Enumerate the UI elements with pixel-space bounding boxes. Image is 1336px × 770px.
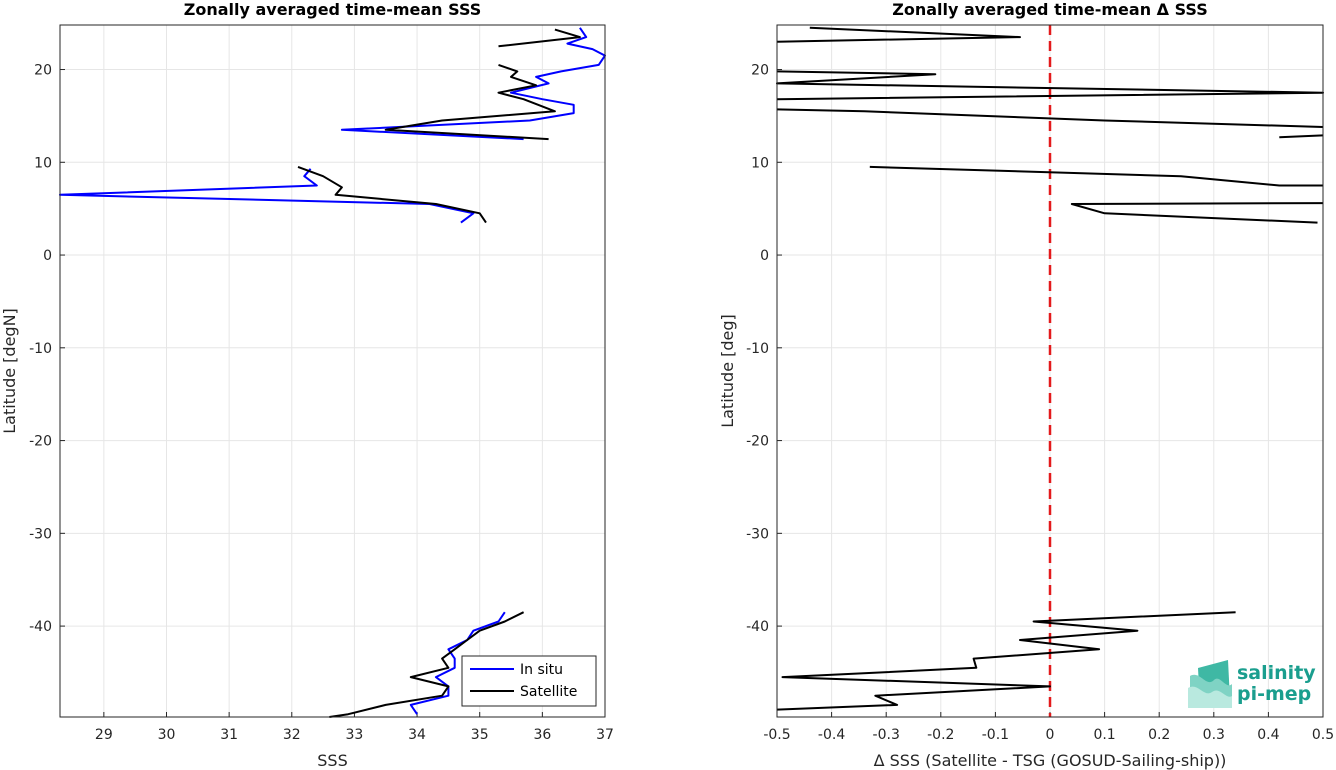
y-tick-label: -20 bbox=[746, 434, 769, 450]
x-tick-label: 37 bbox=[596, 727, 614, 743]
y-axis-label: Latitude [deg] bbox=[718, 314, 737, 428]
y-axis-label: Latitude [degN] bbox=[0, 308, 19, 434]
y-tick-label: -30 bbox=[29, 526, 52, 542]
x-tick-label: -0.5 bbox=[763, 727, 790, 743]
y-tick-label: -40 bbox=[746, 619, 769, 635]
y-tick-label: 20 bbox=[751, 63, 769, 79]
legend-box bbox=[461, 655, 597, 707]
chart-title: Zonally averaged time-mean SSS bbox=[184, 0, 482, 19]
x-tick-label: 31 bbox=[220, 727, 238, 743]
x-tick-label: 34 bbox=[408, 727, 426, 743]
x-tick-label: -0.2 bbox=[927, 727, 954, 743]
y-tick-label: 0 bbox=[760, 248, 769, 264]
legend-label-in-situ: In situ bbox=[520, 662, 563, 678]
x-tick-label: 35 bbox=[471, 727, 489, 743]
x-tick-label: 0.3 bbox=[1203, 727, 1225, 743]
y-tick-label: 0 bbox=[43, 248, 52, 264]
chart-title: Zonally averaged time-mean Δ SSS bbox=[892, 0, 1208, 19]
x-tick-label: 0.1 bbox=[1093, 727, 1115, 743]
y-tick-label: -10 bbox=[746, 341, 769, 357]
y-tick-label: 10 bbox=[751, 155, 769, 171]
logo-text-line1: salinity bbox=[1237, 662, 1316, 684]
x-tick-label: 36 bbox=[533, 727, 551, 743]
x-tick-label: -0.4 bbox=[818, 727, 845, 743]
plot-area bbox=[60, 25, 605, 717]
x-tick-label: -0.1 bbox=[982, 727, 1009, 743]
y-tick-label: -30 bbox=[746, 526, 769, 542]
series-line-in-situ-seg0 bbox=[340, 27, 606, 141]
right-chart: -0.5 -0.4 -0.3 -0.2 -0.1 0 0.1 0.2 0.3 0.4 0.5 20 10… bbox=[718, 0, 1334, 770]
x-tick-label: 30 bbox=[158, 727, 176, 743]
series-line-delta-sss-seg6 bbox=[776, 611, 1236, 711]
logo-waves-icon bbox=[1188, 660, 1232, 708]
y-tick-label: -40 bbox=[29, 619, 52, 635]
x-tick-label: 32 bbox=[283, 727, 301, 743]
series-line-satellite-seg1 bbox=[384, 63, 556, 141]
x-tick-label: -0.3 bbox=[873, 727, 900, 743]
axes-frame bbox=[776, 24, 1324, 718]
x-tick-label: 0.4 bbox=[1257, 727, 1279, 743]
y-tick-label: -10 bbox=[29, 341, 52, 357]
series-line-in-situ-seg2 bbox=[409, 611, 506, 715]
x-tick-label: 29 bbox=[95, 727, 113, 743]
x-tick-label: 0.5 bbox=[1312, 727, 1334, 743]
left-chart: 29 30 31 32 33 34 35 36 37 20 10 0 -10 -20 -30 -40 Zonal… bbox=[0, 0, 614, 770]
x-tick-label: 0.2 bbox=[1148, 727, 1170, 743]
series-line-delta-sss-seg4 bbox=[869, 165, 1323, 187]
series-line-delta-sss-seg3 bbox=[1279, 134, 1324, 139]
y-tick-label: -20 bbox=[29, 434, 52, 450]
logo-text-line2: pi-mep bbox=[1237, 683, 1311, 705]
salinity-pi-mep-logo: salinity pi-mep bbox=[1188, 660, 1316, 708]
legend-label-satellite: Satellite bbox=[520, 684, 577, 700]
series-line-delta-sss-seg0 bbox=[776, 26, 1021, 43]
y-tick-label: 10 bbox=[34, 155, 52, 171]
x-axis-label: SSS bbox=[317, 751, 347, 770]
series-line-satellite-seg3 bbox=[329, 611, 525, 718]
series-line-satellite-seg0 bbox=[498, 28, 581, 48]
legend: In situ Satellite bbox=[461, 655, 597, 707]
series-line-delta-sss-seg5 bbox=[1070, 202, 1324, 224]
x-tick-label: 0 bbox=[1046, 727, 1055, 743]
axes-frame bbox=[59, 24, 606, 718]
series-line-delta-sss-seg2 bbox=[776, 108, 1324, 128]
x-axis-label: Δ SSS (Satellite - TSG (GOSUD-Sailing-sh… bbox=[874, 751, 1227, 770]
x-tick-label: 33 bbox=[346, 727, 364, 743]
series-line-satellite-seg2 bbox=[297, 165, 487, 224]
y-tick-label: 20 bbox=[34, 63, 52, 79]
